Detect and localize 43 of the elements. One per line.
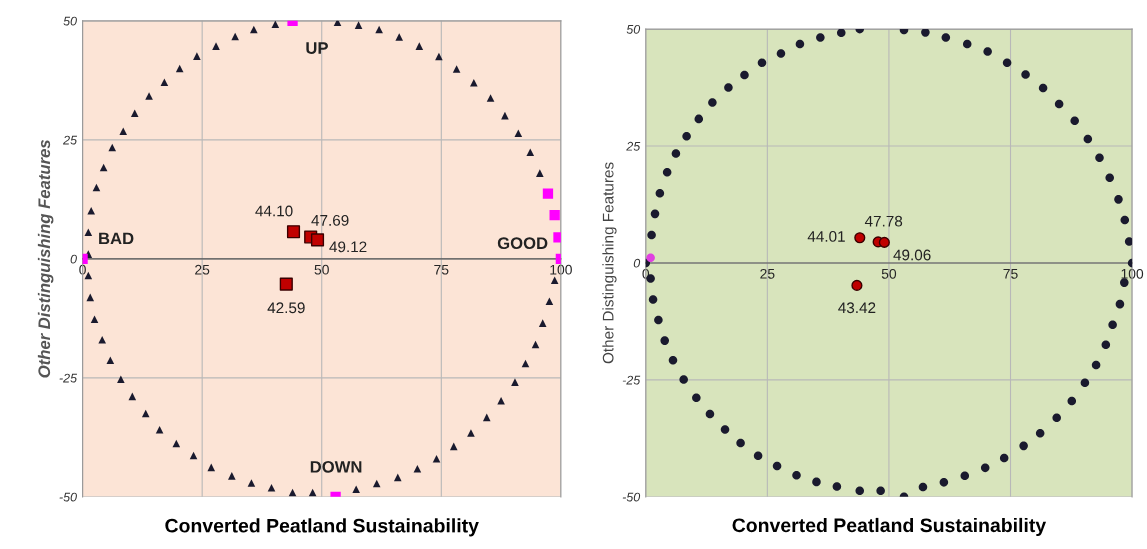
annotation: 44.10 [255,205,293,217]
annotation: 43.42 [838,302,876,314]
y-tick-label: -25 [622,375,641,385]
point [646,253,655,263]
annotation: UP [306,42,328,54]
y-tick-label: -50 [622,492,641,502]
y-tick-label: 25 [626,141,641,151]
x-tick-label: 50 [314,264,329,275]
annotation: 47.78 [864,215,903,227]
x-tick-label: 100 [550,264,572,275]
x-tick-label: 75 [434,264,449,275]
annotation: 49.12 [329,241,367,253]
y-tick-label: -50 [59,492,77,502]
annotation: 49.06 [893,249,931,261]
x-tick-label: 25 [760,268,775,279]
point [542,188,554,199]
x-tick-label: 50 [881,268,897,279]
point [310,233,325,247]
y-tick-label: 50 [63,16,77,26]
x-tick-label: 0 [79,264,86,275]
x-axis-title: Converted Peatland Sustainability [165,518,479,537]
point [854,232,866,244]
annotation: 47.69 [311,214,349,226]
y-tick-label: 0 [70,254,77,264]
annotation: DOWN [310,460,362,473]
annotation: 44.01 [807,231,845,242]
point [878,236,890,248]
y-tick-label: 50 [626,24,641,34]
point [851,279,863,291]
point [549,209,560,221]
annotation: GOOD [497,237,548,250]
annotation: 42.59 [267,302,305,314]
x-tick-label: 75 [1003,269,1018,279]
point [279,277,293,291]
y-axis-title: Other Distinguishing Features [37,139,54,378]
annotation: BAD [99,232,134,245]
x-tick-label: 100 [1121,268,1144,279]
y-axis-title: Other Distinguishing Features [602,162,617,364]
x-axis-title: Converted Peatland Sustainability [732,517,1047,537]
x-tick-label: 25 [195,264,210,275]
y-tick-label: -25 [59,373,78,383]
point [286,225,301,239]
y-tick-label: 25 [63,135,78,145]
